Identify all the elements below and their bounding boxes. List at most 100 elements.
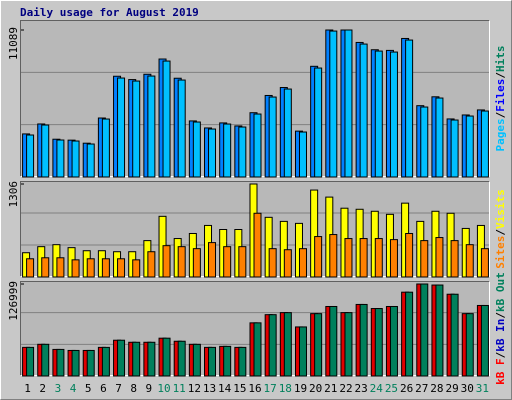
bar: [101, 118, 110, 178]
bar: [192, 343, 201, 377]
x-tick-label: 7: [115, 382, 122, 395]
legend-separator: /: [494, 312, 507, 319]
bar: [314, 313, 323, 377]
bar: [268, 314, 277, 377]
bar: [86, 349, 95, 377]
x-tick-label: 25: [385, 382, 398, 395]
bar: [405, 39, 414, 178]
x-tick-label: 21: [324, 382, 337, 395]
bar: [344, 312, 353, 377]
bar: [132, 341, 141, 377]
bar: [208, 128, 217, 178]
legend-entry: Pages: [494, 118, 507, 151]
bar: [450, 240, 459, 278]
y-tick-label: 126999: [7, 281, 20, 321]
bar: [329, 234, 338, 278]
bar: [450, 119, 459, 178]
bar: [147, 341, 156, 377]
bar: [329, 30, 338, 178]
bar: [117, 339, 126, 377]
x-tick-label: 4: [70, 382, 77, 395]
bar: [465, 244, 474, 278]
bar: [283, 312, 292, 377]
bar: [283, 249, 292, 278]
bar: [71, 140, 80, 178]
bar: [41, 124, 50, 178]
bar: [132, 259, 141, 278]
panel-bevel-dark: [20, 20, 490, 177]
bar: [314, 67, 323, 178]
legend-entry: Hits: [494, 46, 507, 73]
bar: [374, 238, 383, 278]
bar: [117, 258, 126, 278]
bar: [329, 305, 338, 377]
bar: [344, 29, 353, 178]
bar: [177, 79, 186, 178]
bar: [132, 80, 141, 178]
bar: [435, 284, 444, 377]
bar: [56, 257, 65, 278]
bar: [480, 304, 489, 377]
bar: [86, 258, 95, 278]
x-tick-label: 27: [415, 382, 428, 395]
bar: [177, 340, 186, 377]
x-tick-label: 20: [309, 382, 322, 395]
x-tick-label: 19: [294, 382, 307, 395]
x-tick-label: 13: [203, 382, 216, 395]
bar: [192, 121, 201, 178]
legend: Pages/Files/Hits: [494, 46, 507, 152]
x-tick-label: 24: [370, 382, 384, 395]
y-tick-label: 1306: [7, 181, 20, 208]
bar: [344, 238, 353, 278]
legend-entry: Visits: [494, 189, 507, 229]
bar: [162, 60, 171, 178]
legend: kB F/kB In/kB Out: [494, 272, 507, 385]
x-tick-label: 11: [173, 382, 186, 395]
x-tick-label: 31: [476, 382, 489, 395]
bar: [26, 134, 35, 178]
bar: [283, 88, 292, 178]
x-tick-label: 6: [100, 382, 107, 395]
bar: [117, 77, 126, 178]
x-tick-label: 22: [339, 382, 352, 395]
y-tick-label: 11089: [7, 27, 20, 60]
bar: [238, 346, 247, 377]
bar: [420, 106, 429, 178]
x-tick-label: 17: [264, 382, 277, 395]
bar: [253, 113, 262, 178]
bar: [56, 348, 65, 377]
bar: [389, 305, 398, 377]
x-tick-label: 12: [188, 382, 201, 395]
bar: [405, 232, 414, 278]
bar: [405, 291, 414, 377]
bar: [359, 238, 368, 278]
bar: [480, 110, 489, 178]
bar: [177, 246, 186, 278]
x-tick-label: 1: [24, 382, 31, 395]
bar: [268, 96, 277, 178]
bar: [56, 139, 65, 178]
x-tick-label: 9: [146, 382, 153, 395]
bar: [238, 126, 247, 178]
bar: [420, 240, 429, 278]
panel-bevel-dark: [20, 181, 490, 277]
legend: Sites/Visits: [494, 189, 507, 269]
x-tick-label: 2: [39, 382, 46, 395]
legend-entry: kB Out: [494, 272, 507, 312]
bar: [208, 242, 217, 278]
x-tick-label: 8: [130, 382, 137, 395]
bar: [26, 258, 35, 278]
bar: [26, 346, 35, 377]
legend-entry: Sites: [494, 236, 507, 269]
bar: [314, 236, 323, 278]
x-tick-label: 28: [430, 382, 443, 395]
x-tick-label: 5: [85, 382, 92, 395]
x-tick-label: 30: [461, 382, 474, 395]
bar: [101, 258, 110, 278]
legend-entry: kB F: [494, 358, 507, 385]
bar: [223, 123, 232, 178]
bar: [268, 248, 277, 278]
bar: [223, 246, 232, 278]
legend-separator: /: [494, 351, 507, 358]
